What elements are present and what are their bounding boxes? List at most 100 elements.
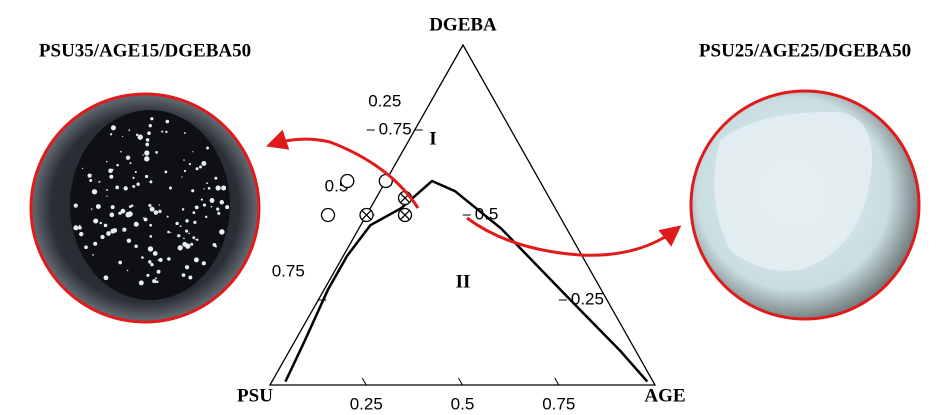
bubble xyxy=(139,280,144,285)
bubble xyxy=(165,131,167,133)
bubble xyxy=(89,179,92,182)
bubble xyxy=(118,261,122,265)
bubble xyxy=(206,182,208,184)
bubble xyxy=(216,208,219,211)
bubble xyxy=(122,136,123,137)
bubble xyxy=(190,243,193,246)
bubble xyxy=(208,187,211,190)
tick-mark xyxy=(362,378,366,385)
bubble xyxy=(185,230,188,233)
tick-label: 0.25 xyxy=(350,394,383,413)
bubble xyxy=(79,225,81,227)
bubble xyxy=(211,206,213,208)
tick-label: 0.5 xyxy=(475,204,499,223)
figure: PSU35/AGE15/DGEBA50 PSU25/AGE25/DGEBA50 … xyxy=(0,0,951,415)
region-label: I xyxy=(429,128,436,149)
bubble xyxy=(100,235,104,239)
bubble xyxy=(215,245,217,247)
bubble xyxy=(74,204,78,208)
bubble xyxy=(192,211,195,214)
tick-label: 0.5 xyxy=(451,394,475,413)
bubble xyxy=(166,120,170,124)
bubble xyxy=(203,203,206,206)
bubble xyxy=(92,189,97,194)
bubble xyxy=(93,242,97,246)
bubble xyxy=(167,216,169,218)
tick-mark xyxy=(459,378,463,385)
bubble xyxy=(180,225,182,227)
bubble xyxy=(157,260,158,261)
bubble xyxy=(88,173,92,177)
bubble xyxy=(120,151,122,153)
bubble xyxy=(79,232,83,236)
point-circle xyxy=(322,209,335,222)
bubble xyxy=(106,196,107,197)
bubble xyxy=(98,181,100,183)
bubble xyxy=(146,138,150,142)
bubble xyxy=(145,175,148,178)
bubble xyxy=(147,131,151,135)
bubble xyxy=(106,161,107,162)
bubble xyxy=(127,270,128,271)
bubble xyxy=(165,170,168,173)
vertex-label: AGE xyxy=(644,385,685,406)
bubble xyxy=(112,169,114,171)
bubble xyxy=(115,186,119,190)
bubble xyxy=(127,211,132,216)
bubble xyxy=(150,207,155,212)
bubble xyxy=(146,274,149,277)
vertex-label: PSU xyxy=(237,385,273,406)
bubble xyxy=(184,132,186,134)
bubble xyxy=(141,256,144,259)
bubble xyxy=(78,226,82,230)
bubble xyxy=(150,263,153,266)
bubble xyxy=(84,245,88,249)
bubble xyxy=(118,212,121,215)
bubble xyxy=(132,185,135,188)
photo-label: PSU25/AGE25/DGEBA50 xyxy=(699,40,911,61)
bubble xyxy=(195,239,196,240)
bubble xyxy=(110,133,112,135)
photo-label: PSU35/AGE15/DGEBA50 xyxy=(39,40,251,61)
bubble xyxy=(148,260,151,263)
bubble xyxy=(136,183,139,186)
bubble xyxy=(199,165,202,168)
bubble xyxy=(134,222,139,227)
bubble xyxy=(157,270,161,274)
region-label: II xyxy=(456,271,471,292)
bubble xyxy=(206,147,209,150)
bubble xyxy=(155,151,158,154)
bubble xyxy=(188,233,190,235)
bubble xyxy=(128,129,130,131)
bubble xyxy=(123,186,127,190)
bubble xyxy=(150,117,153,120)
bubble xyxy=(152,279,156,283)
bubble xyxy=(196,239,198,241)
bubble xyxy=(182,273,186,277)
bubble xyxy=(225,205,229,209)
bubble xyxy=(175,222,178,225)
tick-label: 0.75 xyxy=(379,119,412,138)
bubble xyxy=(159,258,163,262)
bubble xyxy=(201,198,203,200)
bubble xyxy=(149,224,152,227)
bubble xyxy=(132,177,134,179)
bubble xyxy=(111,125,116,130)
bubble xyxy=(104,275,109,280)
bubble xyxy=(149,180,152,183)
arrow xyxy=(467,218,678,255)
point xyxy=(399,209,412,222)
bubble xyxy=(111,205,115,209)
bubble xyxy=(142,154,143,155)
bubble xyxy=(154,252,157,255)
bubble xyxy=(155,277,157,279)
bubble xyxy=(167,257,171,261)
bubble xyxy=(96,204,100,208)
bubble xyxy=(178,245,183,250)
bubble xyxy=(130,162,132,164)
bubble xyxy=(177,234,180,237)
vertex-label: DGEBA xyxy=(429,14,497,35)
bubble xyxy=(100,222,102,224)
point-circle xyxy=(341,175,354,188)
bubble xyxy=(161,131,163,133)
